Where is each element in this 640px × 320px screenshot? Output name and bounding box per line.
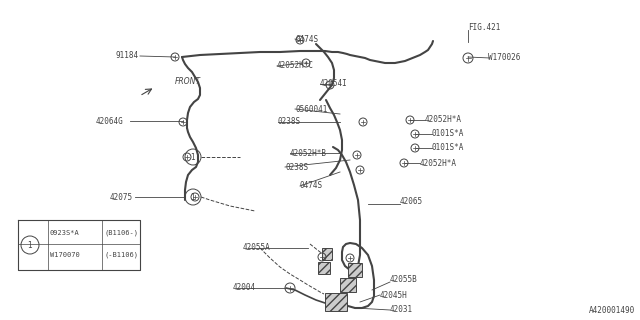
Text: 1: 1 [191, 153, 195, 162]
Text: 42031: 42031 [390, 306, 413, 315]
Text: 42052H*A: 42052H*A [420, 158, 457, 167]
Bar [340, 278, 356, 292]
Text: 0474S: 0474S [295, 35, 318, 44]
Bar [322, 248, 332, 260]
Bar [348, 263, 362, 277]
Text: 42052H*C: 42052H*C [277, 61, 314, 70]
Text: W170026: W170026 [488, 53, 520, 62]
Text: 42055A: 42055A [243, 244, 271, 252]
Bar [318, 262, 330, 274]
Bar [340, 278, 356, 292]
Text: 0101S*A: 0101S*A [432, 130, 465, 139]
Text: 0101S*A: 0101S*A [432, 143, 465, 153]
Bar [322, 248, 332, 260]
Text: 42052H*A: 42052H*A [425, 116, 462, 124]
Text: (B1106-): (B1106-) [104, 230, 138, 236]
Text: 42052H*B: 42052H*B [290, 148, 327, 157]
Text: FIG.421: FIG.421 [468, 23, 500, 33]
Text: 42064G: 42064G [96, 116, 124, 125]
Text: 42055B: 42055B [390, 276, 418, 284]
Bar [325, 293, 347, 311]
Text: A420001490: A420001490 [589, 306, 635, 315]
Text: FRONT: FRONT [175, 77, 201, 86]
Bar [348, 263, 362, 277]
Text: 42004: 42004 [233, 284, 256, 292]
Bar [325, 293, 347, 311]
Text: 42054I: 42054I [320, 79, 348, 89]
Text: 1: 1 [28, 241, 33, 250]
Text: 0923S*A: 0923S*A [50, 230, 80, 236]
Text: W170070: W170070 [50, 252, 80, 258]
Text: 42075: 42075 [110, 193, 133, 202]
Text: 0474S: 0474S [300, 181, 323, 190]
Text: 0560041: 0560041 [295, 105, 328, 114]
Text: 42045H: 42045H [380, 291, 408, 300]
Text: 91184: 91184 [115, 52, 138, 60]
Bar [318, 262, 330, 274]
Text: 0238S: 0238S [285, 163, 308, 172]
Text: (-B1106): (-B1106) [104, 252, 138, 258]
Text: 1: 1 [191, 193, 195, 202]
Text: 0238S: 0238S [278, 117, 301, 126]
Text: 42065: 42065 [400, 197, 423, 206]
